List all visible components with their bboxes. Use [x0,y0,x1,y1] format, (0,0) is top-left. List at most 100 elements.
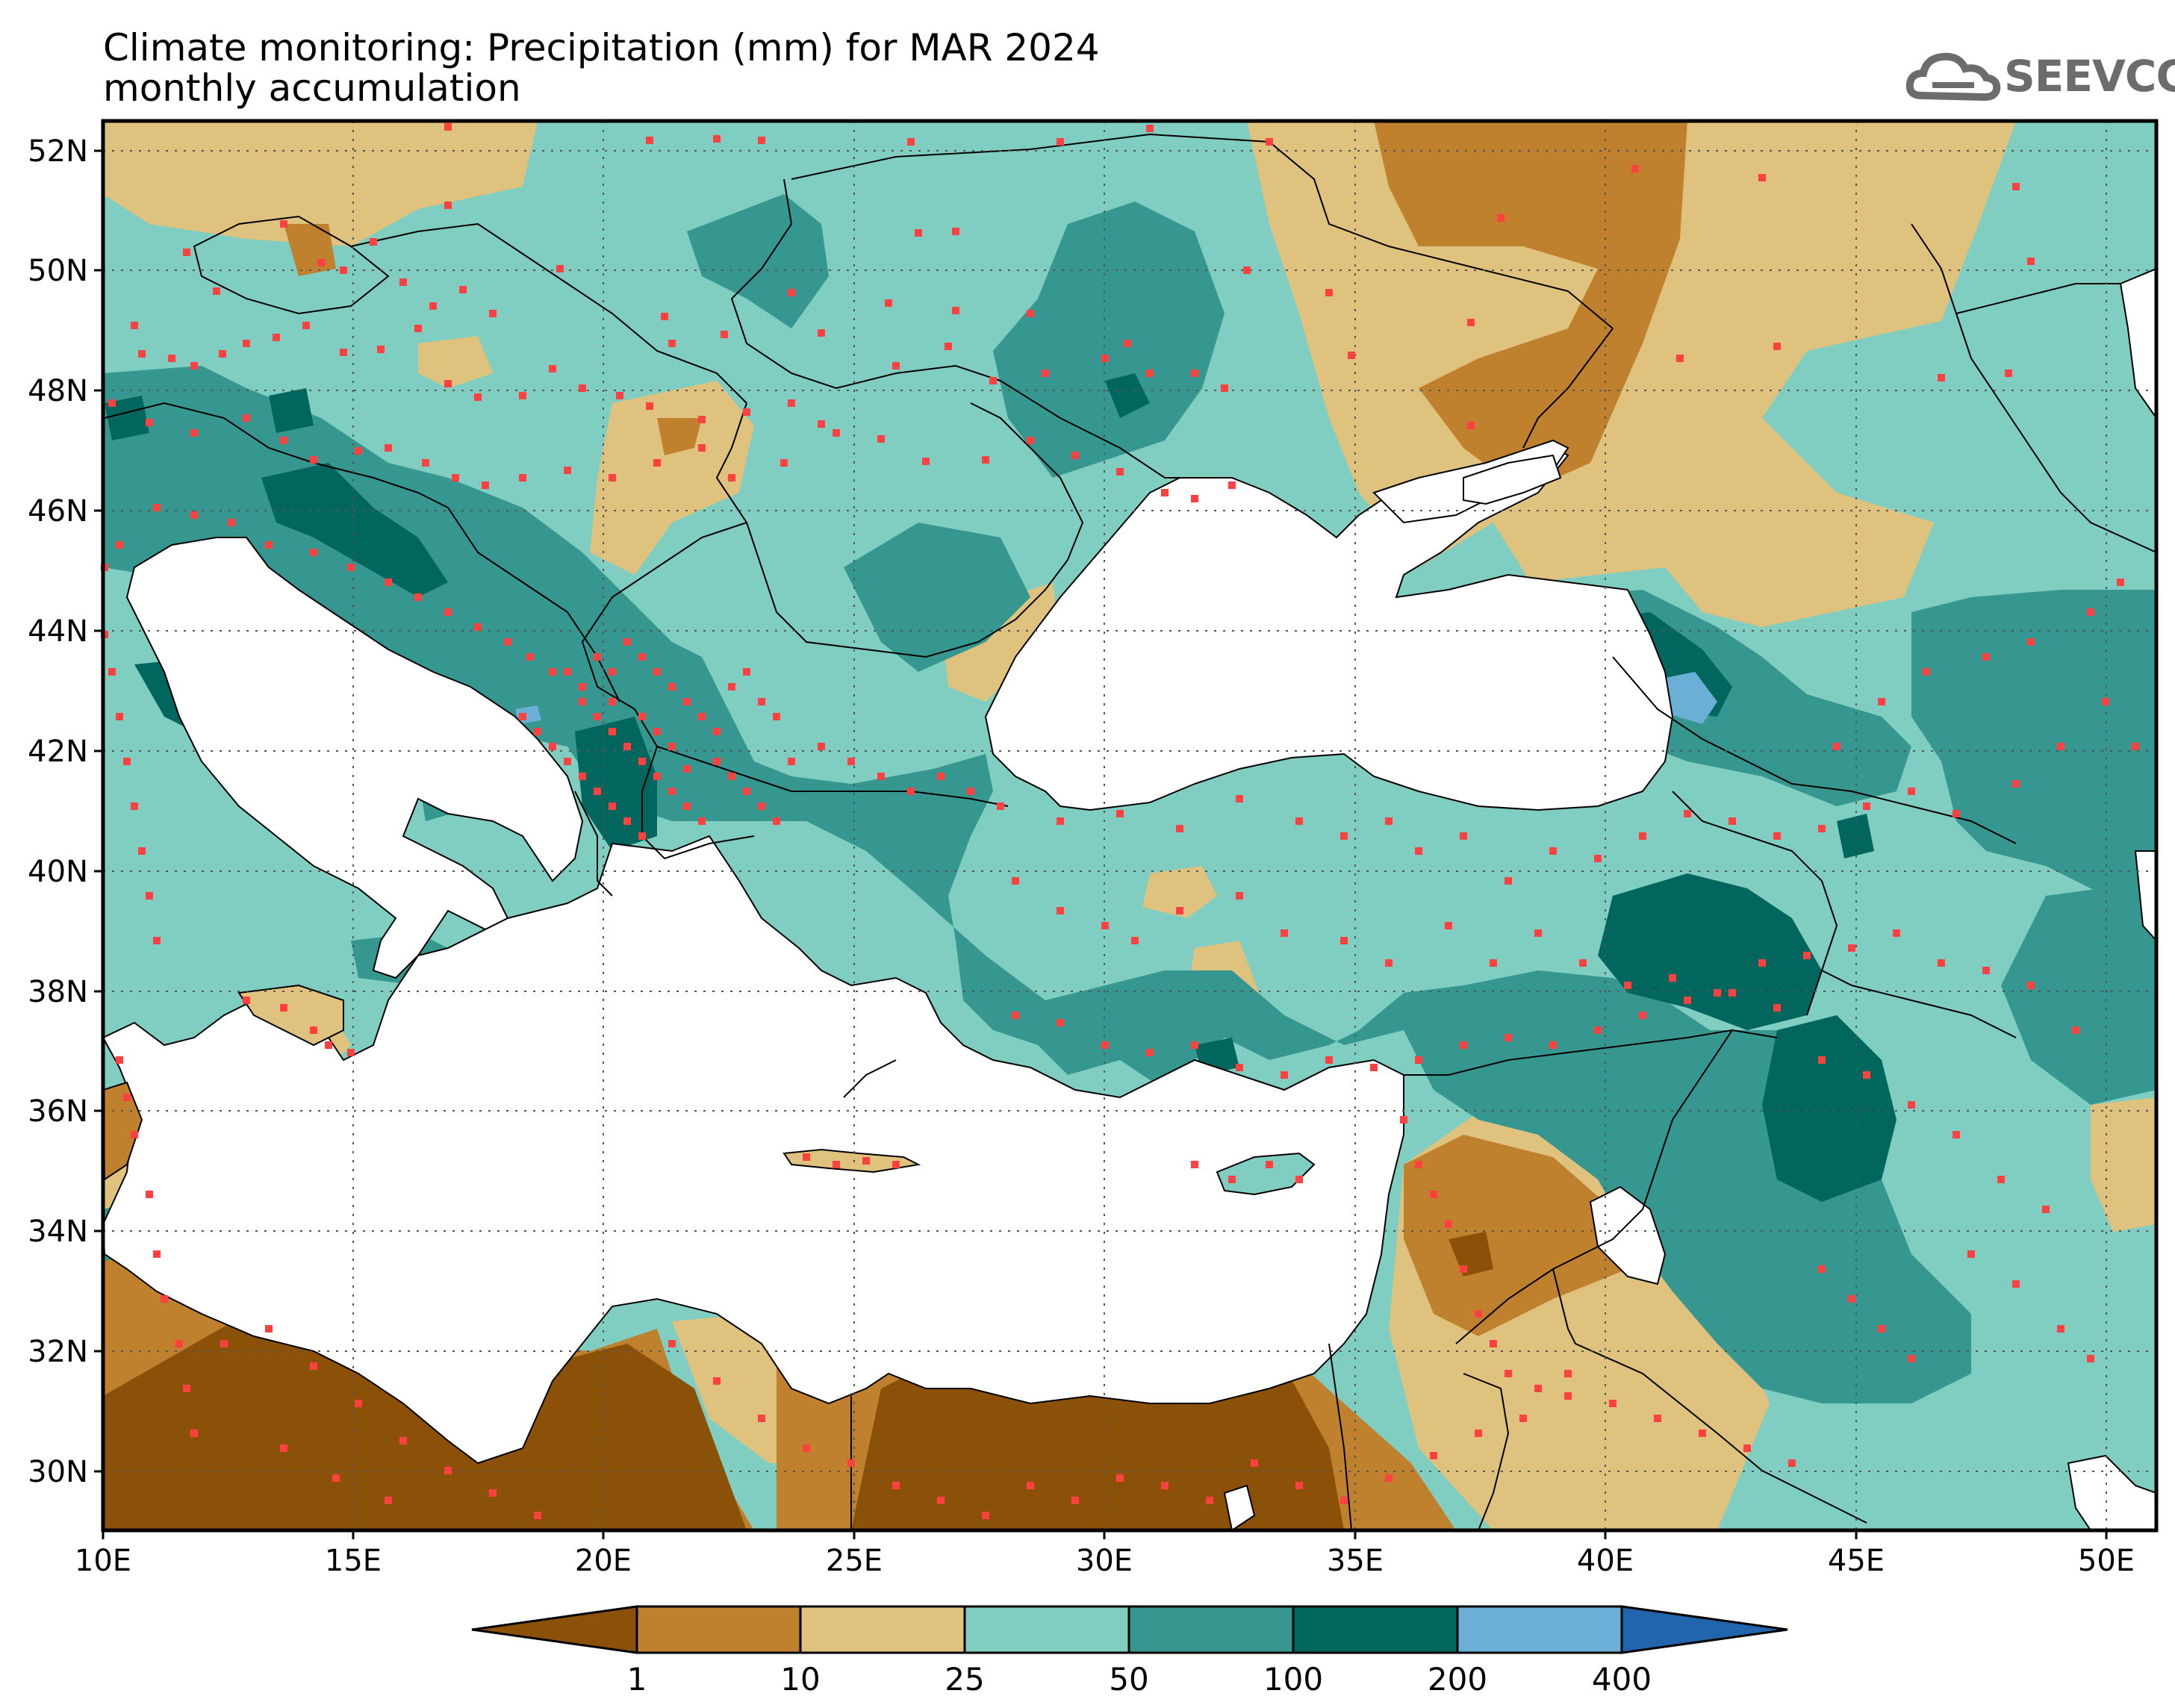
lat-label: 50N [28,254,88,288]
station-marker [1385,817,1393,825]
station-marker [347,564,355,571]
station-marker [2005,370,2012,377]
lat-label: 32N [28,1335,88,1369]
station-marker [728,474,735,481]
station-marker [1116,810,1124,817]
station-marker [609,698,616,705]
station-marker [1295,1482,1303,1489]
station-marker [638,832,646,840]
station-marker [138,847,146,855]
station-marker [1057,138,1064,146]
station-marker [2117,579,2124,586]
station-marker [1982,653,1990,661]
station-marker [549,743,556,750]
station-marker [1773,1004,1781,1012]
station-marker [1534,1385,1542,1392]
station-marker [325,1041,332,1049]
station-marker [385,444,392,452]
station-marker [1699,1430,1706,1437]
station-marker [1012,877,1019,885]
station-marker [2012,183,2020,190]
station-marker [1146,370,1154,377]
lon-label: 30E [1076,1544,1133,1578]
station-marker [1676,355,1684,362]
colorbar-segment [799,1605,966,1654]
station-marker [1206,1497,1213,1504]
station-marker [153,504,161,511]
station-marker [1415,1161,1422,1168]
station-marker [1848,1295,1855,1303]
station-marker [1549,847,1557,855]
station-marker [355,447,362,455]
station-marker [526,653,534,661]
station-marker [1415,847,1422,855]
colorbar-label: 400 [1592,1661,1652,1698]
station-marker [549,365,556,373]
station-marker [862,1157,870,1165]
station-marker [758,1415,765,1422]
station-marker [190,1430,198,1437]
station-marker [444,202,452,209]
station-marker [1938,374,1945,381]
station-marker [1101,1041,1109,1049]
station-marker [161,1295,168,1303]
colorbar-label: 25 [945,1661,984,1698]
station-marker [1460,1041,1467,1049]
station-marker [653,728,661,735]
station-marker [116,713,123,720]
station-marker [1908,1101,1915,1109]
station-marker [1729,989,1736,997]
station-marker [1773,832,1781,840]
station-marker [1012,1012,1019,1019]
station-marker [1609,1400,1617,1407]
station-marker [1430,1452,1437,1459]
lon-label: 10E [75,1544,131,1578]
station-marker [1848,944,1855,952]
station-marker [945,343,952,350]
station-marker [377,346,385,353]
station-marker [1475,1310,1482,1318]
station-marker [982,456,989,464]
station-marker [698,416,706,423]
map-title: Climate monitoring: Precipitation (mm) f… [103,26,1100,69]
station-marker [444,1467,452,1474]
station-marker [153,1250,161,1258]
station-marker [564,758,571,765]
station-marker [653,773,661,780]
station-marker [1340,937,1348,944]
station-marker [1534,929,1542,937]
station-marker [1191,495,1198,502]
station-marker [818,420,825,428]
station-marker [243,414,250,422]
station-marker [183,1385,190,1392]
station-marker [638,653,646,661]
lon-label: 45E [1828,1544,1885,1578]
station-marker [1639,832,1646,840]
station-marker [594,653,601,661]
cloud-icon [1905,52,2001,102]
station-marker [594,713,601,720]
station-marker [1639,1012,1646,1019]
station-marker [1340,832,1348,840]
station-marker [1228,1176,1236,1183]
station-marker [1445,922,1452,929]
station-marker [579,773,586,780]
station-marker [743,408,750,416]
station-marker [1161,1482,1169,1489]
station-marker [1564,1392,1572,1400]
station-marker [332,1474,340,1482]
lat-label: 48N [28,374,88,408]
station-marker [1161,489,1169,496]
station-marker [728,773,735,780]
station-marker [370,238,377,246]
station-marker [579,384,586,392]
station-marker [1057,817,1064,825]
station-marker [1467,422,1475,429]
station-marker [429,302,437,310]
station-marker [190,511,198,519]
station-marker [1505,877,1512,885]
station-marker [1594,1026,1602,1034]
station-marker [1176,907,1183,914]
station-marker [609,474,616,481]
